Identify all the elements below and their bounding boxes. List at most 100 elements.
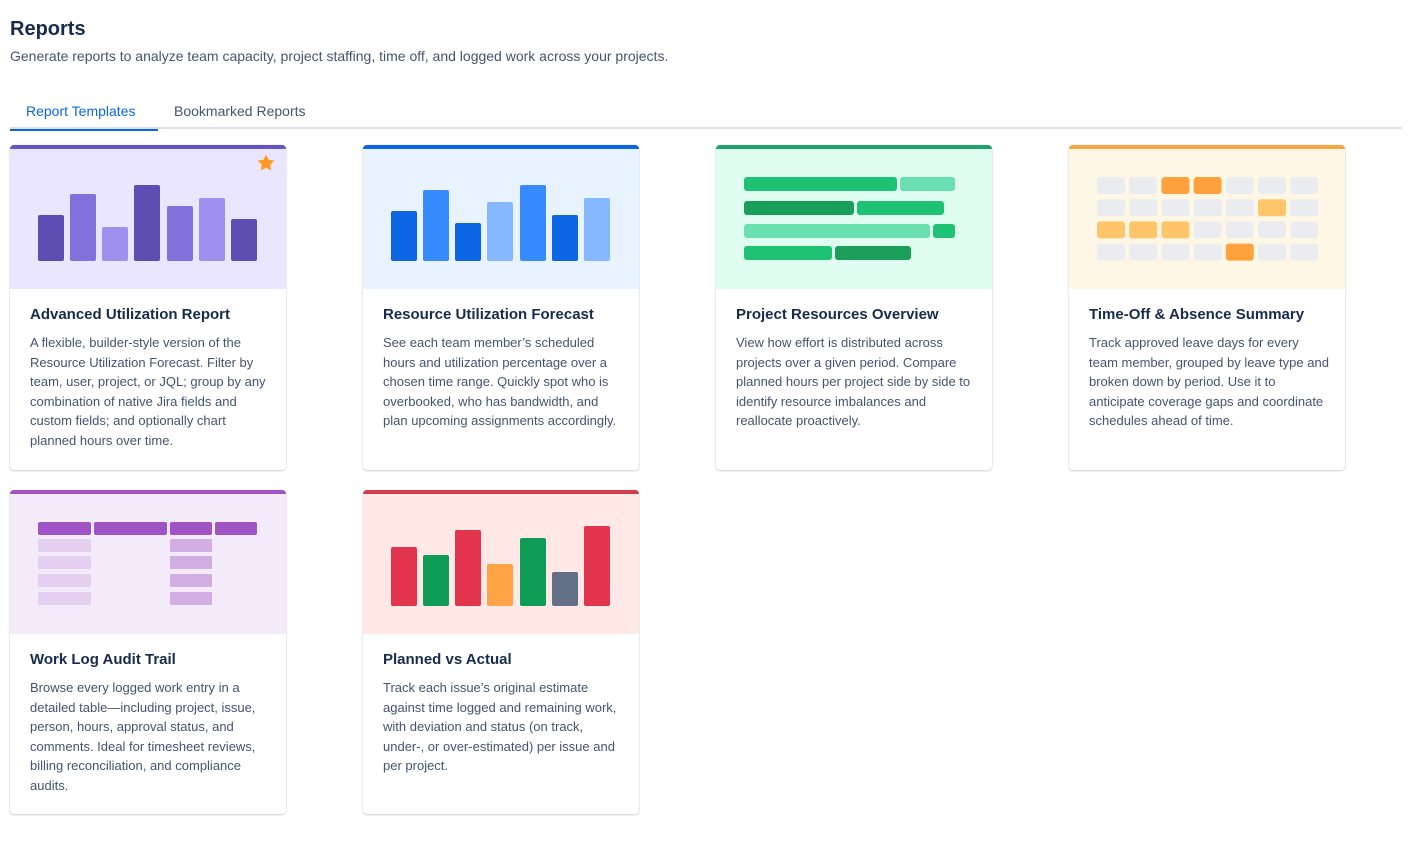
calendar-cell xyxy=(1193,243,1222,261)
card-accent xyxy=(10,145,286,149)
report-card-project-resources-overview[interactable]: Project Resources Overview View how effo… xyxy=(716,145,992,470)
card-preview xyxy=(363,490,639,634)
calendar-cell xyxy=(1290,221,1319,239)
card-description: Track each issue’s original estimate aga… xyxy=(383,680,617,773)
calendar-cell xyxy=(1129,199,1158,217)
calendar-cell xyxy=(1225,177,1254,194)
preview-bar xyxy=(744,177,897,191)
calendar-cell xyxy=(1225,199,1254,217)
preview-bar xyxy=(552,572,578,606)
calendar-cell xyxy=(1193,177,1222,194)
card-accent xyxy=(363,490,639,494)
preview-bar xyxy=(584,526,610,606)
card-description: View how effort is distributed across pr… xyxy=(736,335,971,428)
calendar-cell xyxy=(1161,243,1190,261)
calendar-cell xyxy=(1097,199,1125,217)
calendar-cell xyxy=(1129,243,1158,261)
preview-bar xyxy=(391,211,417,261)
preview-bar xyxy=(835,246,911,260)
card-accent xyxy=(10,490,286,494)
card-accent xyxy=(716,145,992,149)
card-title: Advanced Utilization Report xyxy=(30,306,231,323)
bar-chart-preview xyxy=(38,185,257,261)
calendar-cell xyxy=(1161,199,1190,217)
calendar-cell xyxy=(1225,221,1254,239)
preview-bar xyxy=(584,198,610,261)
preview-bar xyxy=(455,530,481,606)
table-preview xyxy=(38,522,257,605)
calendar-cell xyxy=(1097,243,1125,261)
calendar-cell xyxy=(1290,243,1319,261)
card-description: Track approved leave days for every team… xyxy=(1089,335,1329,428)
bar-chart-preview xyxy=(391,185,610,261)
card-description: See each team member’s scheduled hours a… xyxy=(383,335,617,428)
card-title: Time-Off & Absence Summary xyxy=(1089,306,1305,323)
preview-header-cell xyxy=(215,522,257,535)
calendar-cell xyxy=(1258,221,1286,239)
preview-bar xyxy=(900,177,955,191)
preview-header-cell xyxy=(170,522,212,535)
preview-bar xyxy=(423,190,449,261)
preview-bar xyxy=(102,227,128,261)
preview-cell xyxy=(170,556,212,569)
card-preview xyxy=(10,145,286,289)
preview-cell xyxy=(170,592,212,605)
card-title: Resource Utilization Forecast xyxy=(383,306,594,323)
report-card-advanced-utilization[interactable]: Advanced Utilization Report A flexible, … xyxy=(10,145,286,470)
calendar-cell xyxy=(1290,199,1319,217)
calendar-grid-preview xyxy=(1097,177,1319,261)
preview-bar xyxy=(231,219,257,261)
preview-bar xyxy=(520,185,546,261)
card-title: Project Resources Overview xyxy=(736,306,939,323)
card-accent xyxy=(363,145,639,149)
calendar-cell xyxy=(1097,221,1125,239)
preview-bar xyxy=(134,185,160,261)
report-card-planned-vs-actual[interactable]: Planned vs Actual Track each issue’s ori… xyxy=(363,490,639,814)
card-preview xyxy=(10,490,286,634)
preview-cell xyxy=(38,539,91,552)
calendar-cell xyxy=(1258,199,1286,217)
card-description: Browse every logged work entry in a deta… xyxy=(30,680,256,793)
tab-report-templates[interactable]: Report Templates xyxy=(10,96,158,131)
calendar-cell xyxy=(1258,177,1286,194)
preview-cell xyxy=(38,592,91,605)
preview-bar xyxy=(38,215,64,261)
calendar-cell xyxy=(1290,177,1319,194)
preview-header-cell xyxy=(94,522,167,535)
report-card-work-log-audit-trail[interactable]: Work Log Audit Trail Browse every logged… xyxy=(10,490,286,814)
card-preview xyxy=(716,145,992,289)
preview-bar xyxy=(857,201,944,215)
calendar-cell xyxy=(1193,221,1222,239)
preview-bar xyxy=(744,201,854,215)
calendar-cell xyxy=(1161,221,1190,239)
card-accent xyxy=(1069,145,1345,149)
preview-bar xyxy=(487,202,513,261)
tab-bookmarked-reports[interactable]: Bookmarked Reports xyxy=(174,103,306,119)
preview-bar xyxy=(167,206,193,261)
preview-cell xyxy=(38,574,91,587)
preview-bar xyxy=(520,538,546,606)
report-card-resource-utilization-forecast[interactable]: Resource Utilization Forecast See each t… xyxy=(363,145,639,470)
calendar-cell xyxy=(1129,221,1158,239)
preview-cell xyxy=(38,556,91,569)
preview-bar xyxy=(199,198,225,261)
report-card-time-off-absence-summary[interactable]: Time-Off & Absence Summary Track approve… xyxy=(1069,145,1345,470)
calendar-cell xyxy=(1097,177,1125,194)
bar-chart-preview xyxy=(391,526,610,606)
gantt-preview xyxy=(744,177,955,260)
calendar-cell xyxy=(1129,177,1158,194)
card-description: A flexible, builder-style version of the… xyxy=(30,335,266,448)
preview-bar xyxy=(455,223,481,261)
preview-bar xyxy=(423,555,449,606)
preview-bar xyxy=(552,215,578,261)
preview-bar xyxy=(744,224,930,238)
preview-bar xyxy=(391,547,417,606)
calendar-cell xyxy=(1258,243,1286,261)
card-preview xyxy=(363,145,639,289)
star-icon[interactable] xyxy=(256,153,276,173)
page-subtitle: Generate reports to analyze team capacit… xyxy=(10,48,669,64)
preview-bar xyxy=(487,564,513,606)
preview-bar xyxy=(70,194,96,261)
preview-bar xyxy=(744,246,832,260)
calendar-cell xyxy=(1225,243,1254,261)
